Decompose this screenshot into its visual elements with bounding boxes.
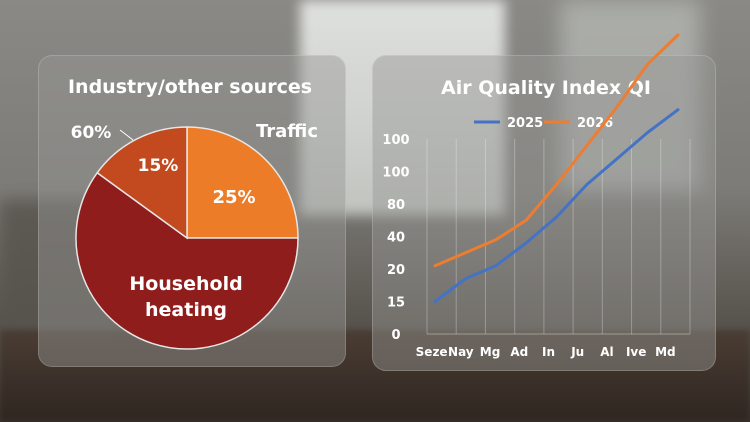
background-floor xyxy=(0,330,750,422)
pie-label-household-line1: Household xyxy=(129,273,242,295)
y-tick-label: 80 xyxy=(387,198,405,213)
x-tick-label: Ad xyxy=(510,345,528,359)
pie-value-label-traffic: 25% xyxy=(212,187,255,208)
legend-label-2025: 2025 xyxy=(507,116,543,131)
pie-value-label-household: 60% xyxy=(71,123,112,143)
x-tick-label: Md xyxy=(655,345,676,359)
series-line-2025 xyxy=(433,108,680,303)
y-tick-label: 0 xyxy=(391,328,400,343)
pie-slice-household xyxy=(75,171,299,350)
x-tick-label: Ive xyxy=(626,345,646,359)
x-axis-ticks: Seze Nay Mg Ad In Ju Al Ive Md xyxy=(416,345,676,359)
line-chart: Air Quality Index QI 2025 2026 0 15 20 40 80… xyxy=(382,33,691,359)
line-series xyxy=(433,33,680,303)
x-tick-label: Seze xyxy=(416,345,448,359)
x-tick-label: In xyxy=(542,345,555,359)
background-window-right xyxy=(560,0,700,190)
pie-slice-traffic xyxy=(186,126,299,239)
x-tick-label: Ju xyxy=(570,345,584,359)
background-window xyxy=(300,0,505,215)
pie-chart-title: Industry/other sources xyxy=(68,76,312,98)
pie-slice-other xyxy=(96,126,188,240)
x-tick-label: Al xyxy=(600,345,613,359)
series-line-2026 xyxy=(433,33,680,268)
pie-chart: Industry/other sources 60% 15% 25% Traff… xyxy=(68,76,318,350)
line-chart-title: Air Quality Index QI xyxy=(441,77,651,99)
pie-slices xyxy=(75,126,299,350)
y-tick-label: 20 xyxy=(387,263,405,278)
line-chart-grid xyxy=(426,139,691,335)
pie-label-household-line2: heating xyxy=(145,299,227,321)
pie-value-label-other: 15% xyxy=(138,156,179,176)
legend-label-2026: 2026 xyxy=(577,116,613,131)
pie-leader-line xyxy=(119,129,134,141)
pie-label-traffic: Traffic xyxy=(256,121,318,142)
y-tick-label: 15 xyxy=(387,296,405,311)
y-tick-label: 100 xyxy=(382,166,409,181)
x-tick-label: Mg xyxy=(480,345,501,359)
line-chart-panel xyxy=(372,55,716,371)
y-axis-ticks: 0 15 20 40 80 100 100 xyxy=(382,133,409,343)
y-tick-label: 40 xyxy=(387,231,405,246)
y-tick-label: 100 xyxy=(382,133,409,148)
x-tick-label: Nay xyxy=(448,345,474,359)
